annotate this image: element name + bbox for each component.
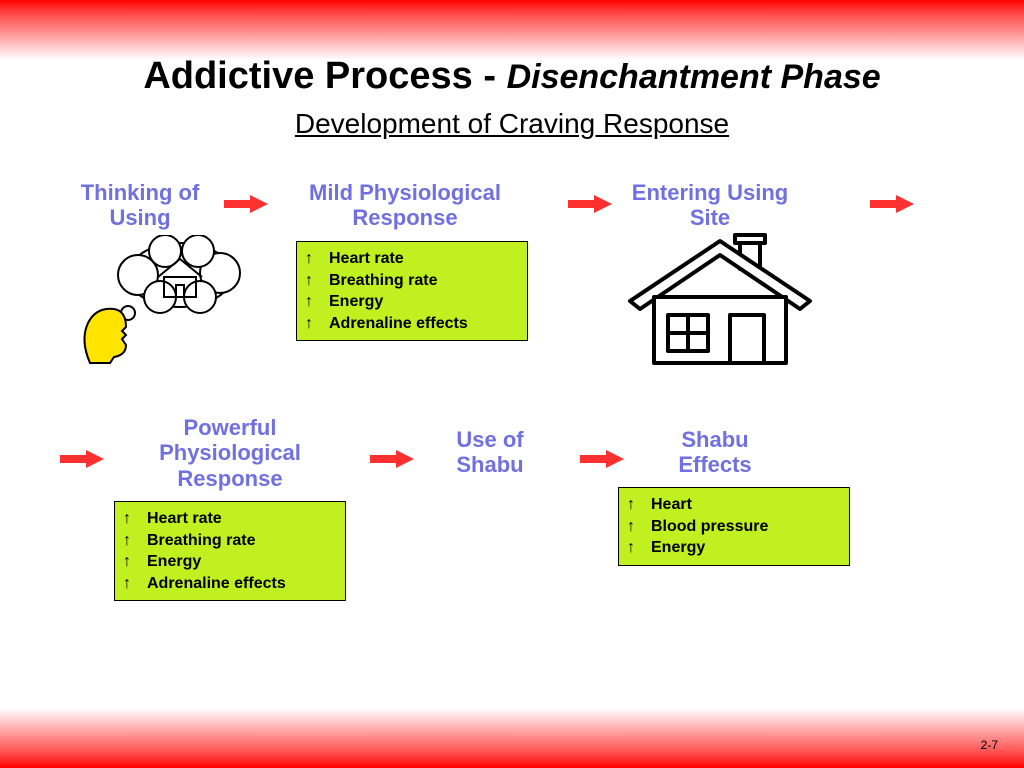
title-main: Addictive Process - (143, 55, 506, 97)
stage-mild-label: Mild Physiological Response (290, 180, 520, 231)
arrow-5 (370, 450, 414, 468)
house-icon (620, 227, 820, 382)
slide-content: Addictive Process - Disenchantment Phase… (0, 55, 1024, 713)
arrow-1 (224, 195, 268, 213)
stage-thinking-label: Thinking of Using (55, 180, 225, 231)
top-gradient (0, 0, 1024, 60)
stage-effects-label: Shabu Effects (640, 427, 790, 478)
title-phase: Disenchantment Phase (507, 58, 881, 96)
subtitle: Development of Craving Response (40, 108, 984, 140)
mild-response-box: ↑Heart rate ↑Breathing rate ↑Energy ↑Adr… (296, 241, 528, 341)
shabu-effects-box: ↑Heart ↑Blood pressure ↑Energy (618, 487, 850, 566)
powerful-response-box: ↑Heart rate ↑Breathing rate ↑Energy ↑Adr… (114, 501, 346, 601)
stage-powerful-label: Powerful Physiological Response (130, 415, 330, 491)
thinking-icon (70, 235, 260, 370)
arrow-3 (870, 195, 914, 213)
main-title: Addictive Process - Disenchantment Phase (40, 55, 984, 98)
stage-entering-label: Entering Using Site (610, 180, 810, 231)
arrow-4 (60, 450, 104, 468)
stage-use-label: Use of Shabu (420, 427, 560, 478)
bottom-gradient (0, 708, 1024, 768)
arrow-6 (580, 450, 624, 468)
arrow-2 (568, 195, 612, 213)
page-number: 2-7 (981, 738, 998, 752)
